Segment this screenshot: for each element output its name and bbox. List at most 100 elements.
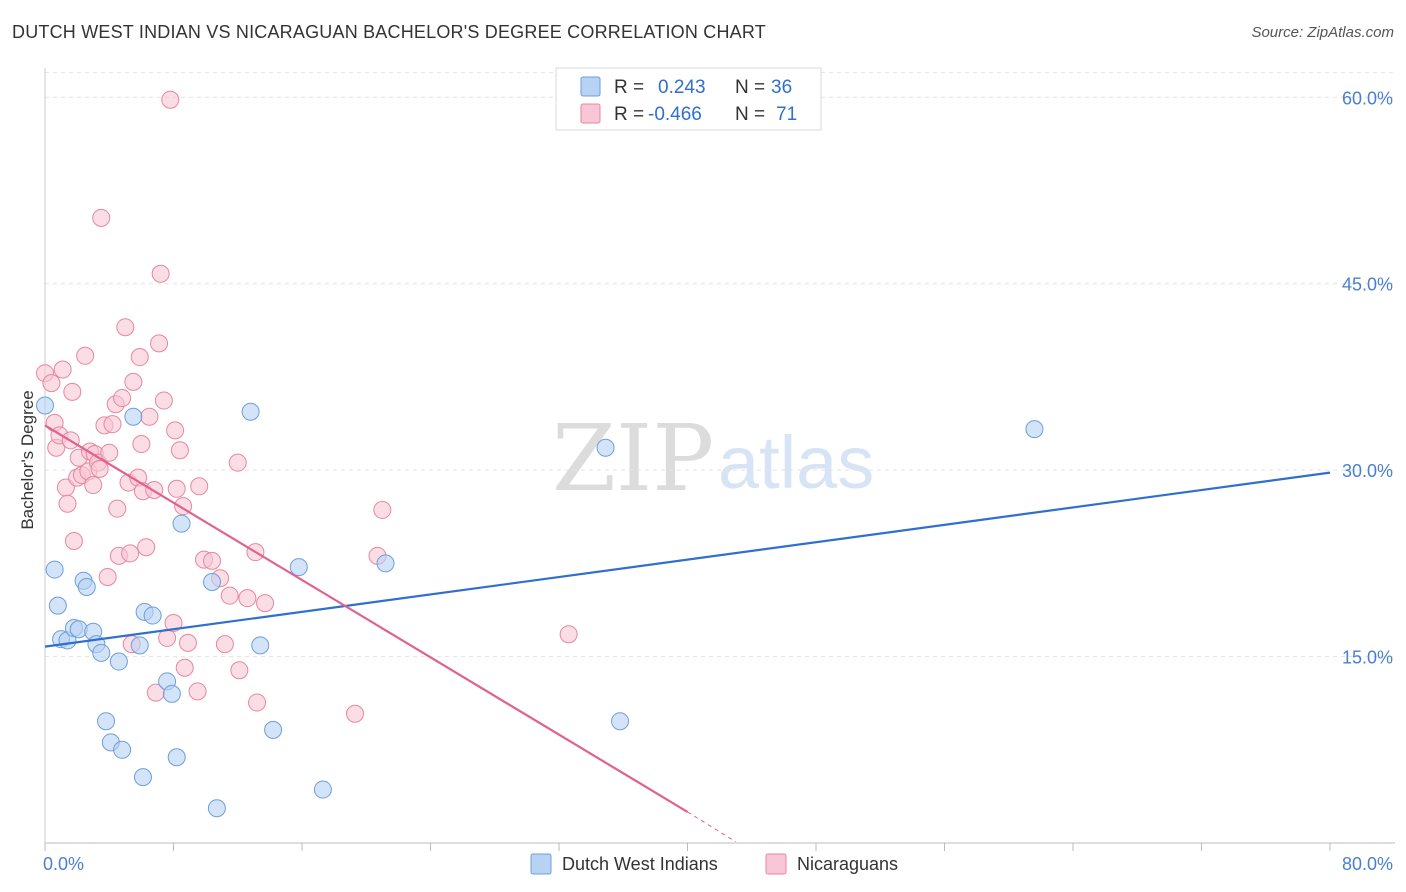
point-nicaraguans bbox=[228, 453, 247, 472]
point-dutch-west-indians bbox=[207, 799, 226, 818]
point-nicaraguans bbox=[130, 348, 149, 367]
point-dutch-west-indians bbox=[97, 712, 116, 731]
y-tick-label: 45.0% bbox=[1342, 275, 1393, 295]
point-nicaraguans bbox=[140, 407, 159, 426]
point-nicaraguans bbox=[220, 586, 239, 605]
point-dutch-west-indians bbox=[203, 573, 222, 591]
point-nicaraguans bbox=[175, 658, 194, 677]
point-nicaraguans bbox=[76, 346, 95, 365]
trend-lines bbox=[44, 424, 1331, 843]
point-nicaraguans bbox=[167, 479, 186, 498]
point-nicaraguans bbox=[98, 568, 117, 587]
point-nicaraguans bbox=[154, 391, 173, 410]
point-nicaraguans bbox=[121, 544, 140, 563]
y-tick-labels: 15.0% 30.0% 45.0% 60.0% bbox=[1342, 88, 1393, 667]
point-nicaraguans bbox=[92, 208, 111, 227]
x-tick-label-max: 80.0% bbox=[1342, 854, 1393, 874]
point-nicaraguans bbox=[248, 693, 267, 712]
point-nicaraguans bbox=[346, 704, 365, 723]
grid-lines bbox=[45, 71, 1395, 658]
axes bbox=[44, 68, 1395, 851]
series-legend: Dutch West Indians Nicaraguans bbox=[530, 853, 898, 875]
legend-n-value-pink: 71 bbox=[776, 104, 797, 125]
point-nicaraguans bbox=[170, 441, 189, 460]
point-nicaraguans bbox=[151, 264, 170, 283]
bottom-legend-swatch-blue bbox=[530, 853, 552, 875]
point-nicaraguans bbox=[137, 538, 156, 557]
y-tick-label: 15.0% bbox=[1342, 648, 1393, 668]
point-nicaraguans bbox=[63, 382, 82, 401]
point-nicaraguans bbox=[230, 661, 249, 680]
bottom-legend-label-pink: Nicaraguans bbox=[797, 854, 898, 874]
point-nicaraguans bbox=[116, 318, 135, 337]
point-dutch-west-indians bbox=[92, 643, 111, 662]
point-dutch-west-indians bbox=[264, 720, 283, 739]
source-label: Source: ZipAtlas.com bbox=[1251, 24, 1394, 41]
bottom-legend-label-blue: Dutch West Indians bbox=[562, 854, 718, 874]
y-tick-label: 60.0% bbox=[1342, 88, 1393, 108]
point-nicaraguans bbox=[90, 459, 109, 478]
point-nicaraguans bbox=[190, 477, 209, 496]
point-nicaraguans bbox=[188, 682, 207, 701]
watermark-zip: ZIP bbox=[552, 405, 714, 512]
point-dutch-west-indians bbox=[241, 402, 260, 421]
point-nicaraguans bbox=[161, 90, 180, 109]
point-nicaraguans bbox=[108, 499, 127, 518]
point-dutch-west-indians bbox=[48, 596, 67, 615]
watermark-atlas: atlas bbox=[718, 421, 874, 504]
legend-r-value-pink: -0.466 bbox=[648, 104, 702, 125]
point-nicaraguans bbox=[103, 415, 122, 434]
point-nicaraguans bbox=[373, 500, 392, 519]
point-nicaraguans bbox=[124, 372, 143, 391]
point-nicaraguans bbox=[215, 635, 234, 654]
point-dutch-west-indians bbox=[77, 577, 96, 596]
point-dutch-west-indians bbox=[596, 438, 615, 457]
point-dutch-west-indians bbox=[611, 712, 630, 731]
chart-title: DUTCH WEST INDIAN VS NICARAGUAN BACHELOR… bbox=[12, 22, 766, 42]
point-dutch-west-indians bbox=[172, 514, 191, 533]
point-nicaraguans bbox=[100, 443, 119, 462]
legend-swatch-pink bbox=[580, 103, 601, 124]
point-nicaraguans bbox=[58, 494, 77, 513]
point-dutch-west-indians bbox=[376, 554, 395, 573]
legend-r-value-blue: 0.243 bbox=[658, 77, 706, 98]
point-dutch-west-indians bbox=[289, 558, 308, 577]
point-dutch-west-indians bbox=[109, 652, 128, 671]
legend-n-value-blue: 36 bbox=[771, 77, 792, 98]
point-dutch-west-indians bbox=[251, 636, 270, 655]
series-nicaraguans bbox=[36, 90, 578, 723]
point-dutch-west-indians bbox=[45, 560, 64, 579]
point-nicaraguans bbox=[238, 589, 257, 608]
point-nicaraguans bbox=[559, 625, 578, 644]
point-dutch-west-indians bbox=[143, 606, 162, 625]
y-axis-title: Bachelor's Degree bbox=[18, 390, 37, 529]
point-dutch-west-indians bbox=[313, 780, 332, 799]
legend-r-label-pink: R = bbox=[614, 104, 644, 125]
point-dutch-west-indians bbox=[133, 768, 152, 787]
point-nicaraguans bbox=[150, 334, 169, 353]
point-dutch-west-indians bbox=[36, 396, 54, 415]
bottom-legend-swatch-pink bbox=[765, 853, 787, 875]
x-tick-label-min: 0.0% bbox=[43, 854, 84, 874]
legend-n-label-blue: N = bbox=[735, 77, 765, 98]
series-dutch-west-indians bbox=[36, 396, 1044, 818]
point-dutch-west-indians bbox=[1025, 420, 1044, 439]
y-tick-label: 30.0% bbox=[1342, 461, 1393, 481]
trendline-dutch-west-indians bbox=[44, 471, 1331, 648]
trendline-nicaraguans bbox=[44, 424, 689, 813]
legend-r-label-blue: R = bbox=[614, 77, 644, 98]
point-dutch-west-indians bbox=[130, 636, 149, 655]
legend-swatch-blue bbox=[580, 76, 601, 97]
point-nicaraguans bbox=[256, 594, 275, 613]
x-tick-labels: 0.0% 80.0% bbox=[43, 854, 1393, 874]
point-dutch-west-indians bbox=[113, 740, 132, 759]
point-nicaraguans bbox=[113, 389, 132, 408]
point-nicaraguans bbox=[42, 374, 61, 393]
point-nicaraguans bbox=[164, 614, 183, 633]
point-nicaraguans bbox=[166, 421, 185, 440]
point-nicaraguans bbox=[64, 531, 83, 550]
point-nicaraguans bbox=[178, 633, 197, 652]
point-dutch-west-indians bbox=[167, 748, 186, 767]
point-dutch-west-indians bbox=[162, 684, 181, 703]
